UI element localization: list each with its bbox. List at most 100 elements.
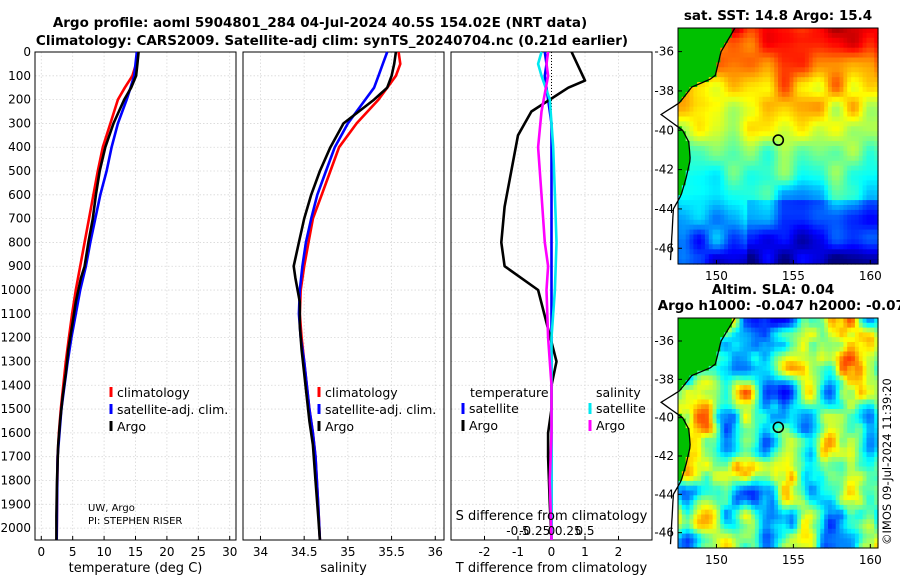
map-cell [724,209,729,216]
map-cell [704,342,710,348]
map-cell [854,239,860,245]
map-cell [720,490,725,496]
map-cell [701,234,706,240]
map-cell [812,365,817,372]
map-cell [801,399,806,405]
map-cell [828,437,833,444]
map-cell [785,356,791,362]
map-cell [816,500,821,506]
map-cell [693,394,698,401]
map-cell [712,504,717,511]
map-cell [801,318,806,324]
x-tick-label: 35.5 [378,545,405,559]
map-cell [793,244,798,250]
map-cell [751,82,756,88]
map-cell [708,485,714,492]
map-cell [793,452,798,458]
map-cell [866,77,871,83]
map-cell [701,385,706,391]
map-cell [712,476,717,482]
map-cell [801,476,806,482]
map-cell [747,91,752,98]
map-cell [712,111,717,118]
map-cell [770,495,775,501]
map-cell [716,146,721,152]
map-cell [785,96,791,103]
map-cell [678,141,683,147]
map-cell [762,394,767,401]
map-cell [801,200,806,206]
map-cell [678,375,683,381]
map-cell [697,471,702,477]
map-cell [728,111,733,118]
map-cell [731,394,737,401]
map-cell [724,365,729,372]
map-cell [874,442,879,448]
map-cell [812,229,817,236]
map-cell [843,244,848,250]
map-cell [731,471,737,477]
map-cell [804,195,810,201]
series-line-temperature-argo [499,51,587,541]
map-cell [801,180,806,186]
map-cell [862,170,867,177]
map-cell [828,447,833,453]
map-cell [731,346,737,353]
map-cell [693,160,698,167]
map-cell [685,219,691,226]
map-cell [778,524,783,530]
map-cell [835,111,841,118]
map-cell [685,404,691,410]
map-cell [685,249,691,255]
map-cell [678,476,683,482]
map-cell [793,259,798,265]
map-cell [751,351,756,357]
map-cell [697,500,702,506]
map-cell [693,190,698,196]
map-cell [808,52,814,59]
map-cell [789,404,794,410]
map-cell [831,332,837,338]
map-cell [854,87,860,93]
map-cell [689,160,694,167]
map-cell [693,96,698,103]
map-cell [685,495,691,501]
map-cell [870,165,875,172]
map-cell [766,351,771,357]
map-cell [847,361,852,367]
map-cell [735,394,741,401]
map-cell [781,121,787,127]
map-cell [851,361,856,367]
map-cell [801,342,806,348]
map-cell [693,185,698,191]
map-cell [801,239,806,245]
map-cell [789,375,794,381]
map-cell [835,466,841,472]
map-cell [758,327,764,333]
map-cell [701,126,706,132]
map-cell [743,106,748,113]
map-cell [724,249,729,255]
map-cell [747,409,752,415]
map-cell [704,146,710,152]
map-cell [858,62,864,68]
map-cell [743,37,748,44]
map-cell [678,394,683,401]
map-cell [785,428,791,434]
map-cell [781,57,787,63]
map-cell [874,413,879,420]
map-cell [701,259,706,265]
map-cell [862,413,867,420]
map-cell [762,160,767,167]
map-cell [712,342,717,348]
map-cell [839,160,844,167]
map-cell [843,423,848,429]
map-cell [778,433,783,439]
map-cell [816,57,821,63]
map-cell [758,91,764,98]
map-cell [743,322,748,329]
map-cell [839,504,844,511]
map-cell [851,205,856,211]
map-cell [781,495,787,501]
map-cell [804,337,810,343]
